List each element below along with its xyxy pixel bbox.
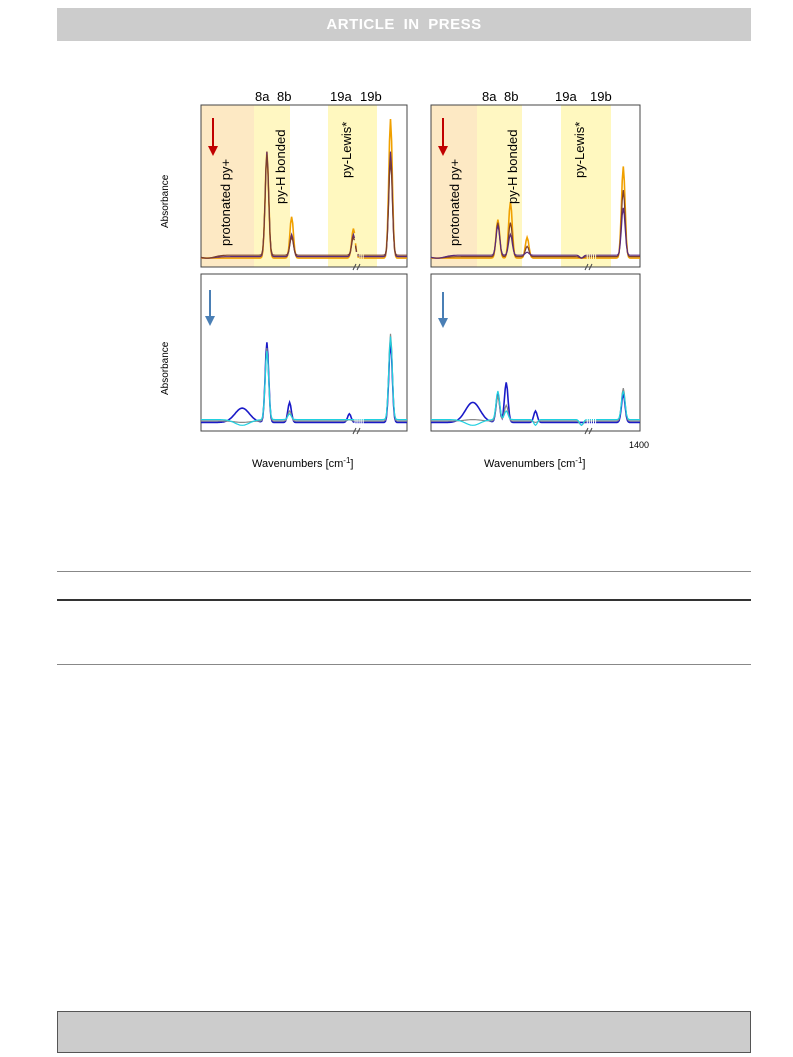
- arrow-head: [438, 146, 448, 156]
- region-label-protonated: protonated py+: [218, 159, 233, 246]
- region-label-lewis: py-Lewis*: [339, 122, 354, 178]
- spectrum-line: [201, 333, 407, 423]
- region-bonded: [254, 105, 290, 267]
- region-label-protonated: protonated py+: [447, 159, 462, 246]
- panel-top-left: protonated py+ py-H bonded py-Lewis* 8a …: [200, 89, 408, 268]
- axis-break-marks: [352, 263, 593, 435]
- divider-line: [57, 571, 751, 572]
- spectrum-line: [200, 154, 407, 259]
- panel-top-right: protonated py+ py-H bonded py-Lewis* 8a …: [430, 89, 641, 268]
- ir-spectra-figure: protonated py+ py-H bonded py-Lewis* 8a …: [160, 89, 649, 470]
- plot-frame: [200, 273, 408, 432]
- arrow-head: [205, 316, 215, 326]
- band-label-8b: 8b: [277, 89, 291, 104]
- plot-lines: [430, 166, 640, 259]
- region-protonated: [431, 105, 477, 267]
- divider-line: [57, 664, 751, 665]
- divider-line: [57, 599, 751, 601]
- spectrum-line: [431, 390, 640, 427]
- band-label-19b: 19b: [590, 89, 612, 104]
- x-axis-label: Wavenumbers [cm-1]: [484, 456, 585, 470]
- region-label-bonded: py-H bonded: [505, 130, 520, 204]
- plot-frame: [430, 273, 641, 432]
- spectrum-line: [201, 342, 407, 424]
- y-axis-label-bottom: Absorbance: [160, 341, 171, 395]
- y-axis-label-top: Absorbance: [160, 174, 171, 228]
- plot-frame: [430, 104, 641, 268]
- footer-bar: [57, 1011, 751, 1053]
- panel-bottom-right: Wavenumbers [cm-1] 1400: [430, 273, 649, 470]
- region-protonated: [201, 105, 254, 267]
- x-axis-label: Wavenumbers [cm-1]: [252, 456, 353, 470]
- spectrum-line: [430, 207, 640, 259]
- region-lewis: [561, 105, 611, 267]
- article-in-press-banner: ARTICLE IN PRESS: [57, 8, 751, 41]
- band-label-19b: 19b: [360, 89, 382, 104]
- plot-lines: [431, 382, 640, 427]
- band-label-19a: 19a: [555, 89, 577, 104]
- tick-label-1400: 1400: [629, 440, 649, 450]
- plot-frame: [200, 104, 408, 268]
- arrow-head: [438, 318, 448, 328]
- spectrum-line: [201, 336, 407, 426]
- spectrum-line: [431, 166, 640, 259]
- band-label-8a: 8a: [482, 89, 497, 104]
- panel-bottom-left: Wavenumbers [cm-1]: [200, 273, 408, 470]
- axis-break-mark: [352, 427, 361, 435]
- region-label-bonded: py-H bonded: [273, 130, 288, 204]
- arrow-head: [208, 146, 218, 156]
- spectrum-line: [430, 189, 640, 259]
- band-label-8b: 8b: [504, 89, 518, 104]
- spectrum-line: [431, 382, 640, 424]
- axis-break-mark: [352, 263, 361, 271]
- band-label-19a: 19a: [330, 89, 352, 104]
- region-label-lewis: py-Lewis*: [572, 122, 587, 178]
- plot-lines: [200, 118, 407, 259]
- banner-text: ARTICLE IN PRESS: [326, 16, 482, 33]
- band-label-8a: 8a: [255, 89, 270, 104]
- axis-break-mark: [584, 263, 593, 271]
- plot-lines: [201, 333, 407, 426]
- axis-break-mark: [584, 427, 593, 435]
